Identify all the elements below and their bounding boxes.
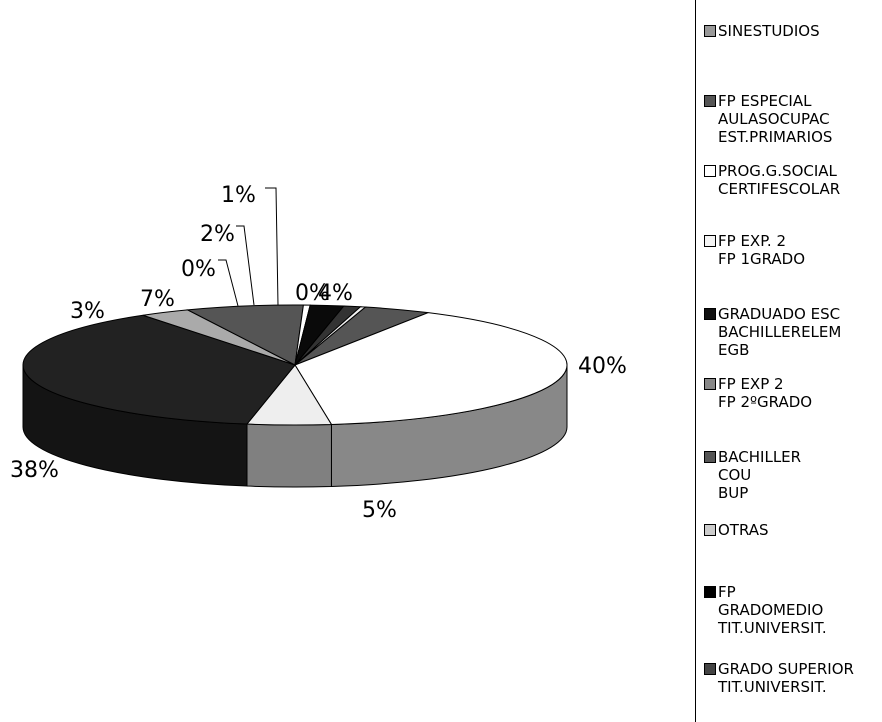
pct-label-1: 40%	[578, 354, 627, 379]
pct-label-5: 7%	[140, 287, 175, 312]
legend-line: FP EXP. 2	[718, 232, 786, 250]
legend-label: FP EXP. 2 FP 1GRADO	[718, 232, 805, 268]
legend-label: SINESTUDIOS	[718, 22, 820, 40]
legend-line: AULASOCUPAC	[718, 110, 830, 128]
pct-label-2: 5%	[362, 498, 397, 523]
legend-line: FP EXP 2	[718, 375, 784, 393]
legend-swatch	[704, 95, 716, 107]
legend-line: BUP	[718, 484, 749, 502]
legend-label: FP EXP 2 FP 2ºGRADO	[718, 375, 812, 411]
legend-label: OTRAS	[718, 521, 769, 539]
legend-swatch	[704, 663, 716, 675]
legend-line: CERTIFESCOLAR	[718, 180, 841, 198]
legend-swatch	[704, 25, 716, 37]
legend-label: BACHILLER COU BUP	[718, 448, 801, 502]
legend-label: FP ESPECIAL AULASOCUPAC EST.PRIMARIOS	[718, 92, 832, 146]
pct-label-6: 0%	[181, 257, 216, 282]
legend-line: BACHILLERELEM	[718, 323, 842, 341]
legend-line: FP 1GRADO	[718, 250, 806, 268]
legend-label: GRADUADO ESC BACHILLERELEM EGB	[718, 305, 841, 359]
pie-slice-3	[22, 314, 296, 425]
legend-line: GRADOMEDIO	[718, 601, 824, 619]
legend-line: FP	[718, 583, 736, 601]
legend-label: GRADO SUPERIOR TIT.UNIVERSIT.	[718, 660, 854, 696]
legend-swatch	[704, 378, 716, 390]
pct-label-7: 2%	[200, 222, 235, 247]
leader-lines	[218, 187, 279, 307]
legend-swatch	[704, 524, 716, 536]
pie-slice-5	[185, 304, 304, 366]
pct-label-0: 4%	[318, 281, 353, 306]
legend-line: TIT.UNIVERSIT.	[718, 678, 827, 696]
legend-swatch	[704, 308, 716, 320]
pie-tops	[22, 304, 568, 426]
legend-line: SINESTUDIOS	[718, 22, 820, 40]
legend-line: GRADO SUPERIOR	[718, 660, 854, 678]
legend-line: FP ESPECIAL	[718, 92, 812, 110]
legend-line: COU	[718, 466, 752, 484]
pct-label-4: 3%	[70, 299, 105, 324]
legend-swatch	[704, 451, 716, 463]
legend: SINESTUDIOS FP ESPECIAL AULASOCUPAC EST.PRI…	[695, 0, 882, 722]
legend-swatch	[704, 165, 716, 177]
pie-slice-1	[294, 312, 568, 425]
pct-label-8: 1%	[221, 183, 256, 208]
legend-line: EGB	[718, 341, 750, 359]
legend-line: PROG.G.SOCIAL	[718, 162, 837, 180]
leader-line-6	[218, 259, 239, 307]
leader-line-8	[265, 187, 279, 306]
legend-label: FP GRADOMEDIO TIT.UNIVERSIT.	[718, 583, 827, 637]
legend-line: EST.PRIMARIOS	[718, 128, 833, 146]
legend-line: FP 2ºGRADO	[718, 393, 813, 411]
legend-line: OTRAS	[718, 521, 769, 539]
pie-slice-9	[294, 306, 367, 366]
leader-line-7	[236, 225, 255, 306]
pie-sides	[22, 364, 568, 488]
legend-label: PROG.G.SOCIAL CERTIFESCOLAR	[718, 162, 840, 198]
legend-line: BACHILLER	[718, 448, 802, 466]
pie-side-2	[246, 423, 332, 488]
pct-label-9: 0%	[295, 281, 330, 306]
percent-labels: 4%40%5%38%3% 7%0%2%1%0%	[10, 183, 627, 523]
legend-swatch	[704, 586, 716, 598]
legend-line: GRADUADO ESC	[718, 305, 841, 323]
pct-label-3: 38%	[10, 458, 59, 483]
legend-swatch	[704, 235, 716, 247]
legend-line: TIT.UNIVERSIT.	[718, 619, 827, 637]
